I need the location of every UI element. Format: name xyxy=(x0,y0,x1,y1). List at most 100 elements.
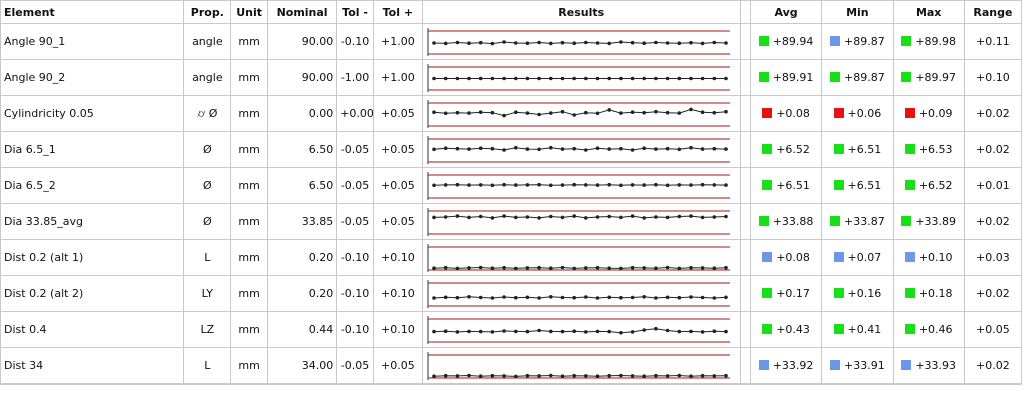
avg-value: +6.51 xyxy=(776,179,810,192)
col-header-min[interactable]: Min xyxy=(821,0,894,24)
status-swatch-green xyxy=(762,324,773,334)
result-point xyxy=(607,373,611,377)
result-point xyxy=(700,109,705,114)
table-row[interactable]: Angle 90_2 angle mm 90.00 -1.00 +1.00 +89.91 +8… xyxy=(0,59,1023,96)
tol-plus-value: +0.05 xyxy=(372,131,423,168)
result-point xyxy=(723,109,728,113)
result-point xyxy=(560,295,565,299)
min-cell: +33.87 xyxy=(821,203,894,240)
result-point xyxy=(712,76,716,80)
result-point xyxy=(607,146,611,151)
result-point xyxy=(700,329,705,334)
result-point xyxy=(723,329,728,333)
result-point xyxy=(548,145,553,149)
result-point xyxy=(455,40,459,44)
result-point xyxy=(513,109,518,114)
result-point xyxy=(466,76,471,80)
result-point xyxy=(618,39,623,44)
result-point xyxy=(455,266,459,270)
col-header-tol-plus[interactable]: Tol + xyxy=(372,0,423,24)
result-point xyxy=(525,295,529,299)
result-point xyxy=(665,183,670,187)
table-row[interactable]: Dist 0.4 LZ mm 0.44 -0.10 +0.10 +0.43 +0.41 +0.4… xyxy=(0,311,1023,348)
col-header-prop[interactable]: Prop. xyxy=(183,0,232,24)
result-point xyxy=(712,110,716,114)
min-value: +0.06 xyxy=(847,107,882,120)
results-sparkline xyxy=(427,243,730,272)
result-point xyxy=(607,295,611,299)
table-row[interactable]: Dist 0.2 (alt 2) LY mm 0.20 -0.10 +0.10 +0.17 +… xyxy=(0,275,1023,312)
result-point xyxy=(595,265,600,269)
result-point xyxy=(583,215,588,220)
unit-value: mm xyxy=(230,311,268,348)
result-point xyxy=(560,40,565,44)
result-point xyxy=(455,373,459,378)
result-point xyxy=(525,214,529,219)
col-header-range[interactable]: Range xyxy=(963,0,1023,24)
result-point xyxy=(642,76,646,80)
property-type: angle xyxy=(183,23,232,60)
avg-cell: +33.88 xyxy=(749,203,823,240)
tol-plus-value: +0.10 xyxy=(372,311,423,348)
result-point xyxy=(478,373,483,378)
result-point xyxy=(466,40,471,45)
col-header-avg[interactable]: Avg xyxy=(749,0,823,24)
result-point xyxy=(630,373,635,378)
unit-value: mm xyxy=(230,95,268,132)
status-swatch-green xyxy=(833,324,844,334)
results-series-line xyxy=(433,266,726,269)
result-point xyxy=(513,76,518,80)
result-point xyxy=(443,111,448,115)
result-point xyxy=(478,295,483,299)
col-header-unit[interactable]: Unit xyxy=(230,0,268,24)
property-type: Ø xyxy=(183,203,232,240)
result-point xyxy=(490,41,494,45)
result-point xyxy=(688,213,693,218)
result-point xyxy=(712,182,716,187)
result-point xyxy=(455,295,459,299)
result-point xyxy=(548,41,553,45)
result-point xyxy=(595,329,600,333)
table-row[interactable]: Angle 90_1 angle mm 90.00 -0.10 +1.00 +89.94 +8… xyxy=(0,23,1023,60)
result-point xyxy=(572,213,576,218)
result-point xyxy=(466,373,471,377)
tol-minus-value: -0.05 xyxy=(336,347,374,384)
tol-plus-value: +1.00 xyxy=(372,23,423,60)
result-point xyxy=(642,182,646,187)
result-point xyxy=(630,109,635,114)
result-point xyxy=(677,110,681,115)
result-point xyxy=(700,373,705,377)
result-point xyxy=(502,147,506,152)
result-point xyxy=(537,295,541,300)
max-value: +0.10 xyxy=(918,251,953,264)
result-point xyxy=(502,182,506,186)
col-header-tol-minus[interactable]: Tol - xyxy=(336,0,374,24)
max-value: +0.18 xyxy=(918,287,953,300)
result-point xyxy=(572,295,576,299)
result-point xyxy=(466,182,471,187)
col-header-results[interactable]: Results xyxy=(421,0,741,24)
result-point xyxy=(630,147,635,152)
result-point xyxy=(630,329,635,334)
row-spacer xyxy=(739,239,751,276)
status-swatch-red xyxy=(833,108,844,118)
element-name: Angle 90_2 xyxy=(0,59,185,96)
result-point xyxy=(537,76,541,80)
result-point xyxy=(630,76,635,80)
min-cell: +89.87 xyxy=(821,59,894,96)
result-point xyxy=(595,295,600,300)
result-point xyxy=(583,373,588,378)
result-point xyxy=(560,182,565,187)
tol-minus-value: -0.10 xyxy=(336,239,374,276)
col-header-nominal[interactable]: Nominal xyxy=(266,0,338,24)
nominal-value: 0.20 xyxy=(266,239,338,276)
col-header-max[interactable]: Max xyxy=(892,0,965,24)
col-header-element[interactable]: Element xyxy=(0,0,185,24)
result-point xyxy=(723,146,728,151)
